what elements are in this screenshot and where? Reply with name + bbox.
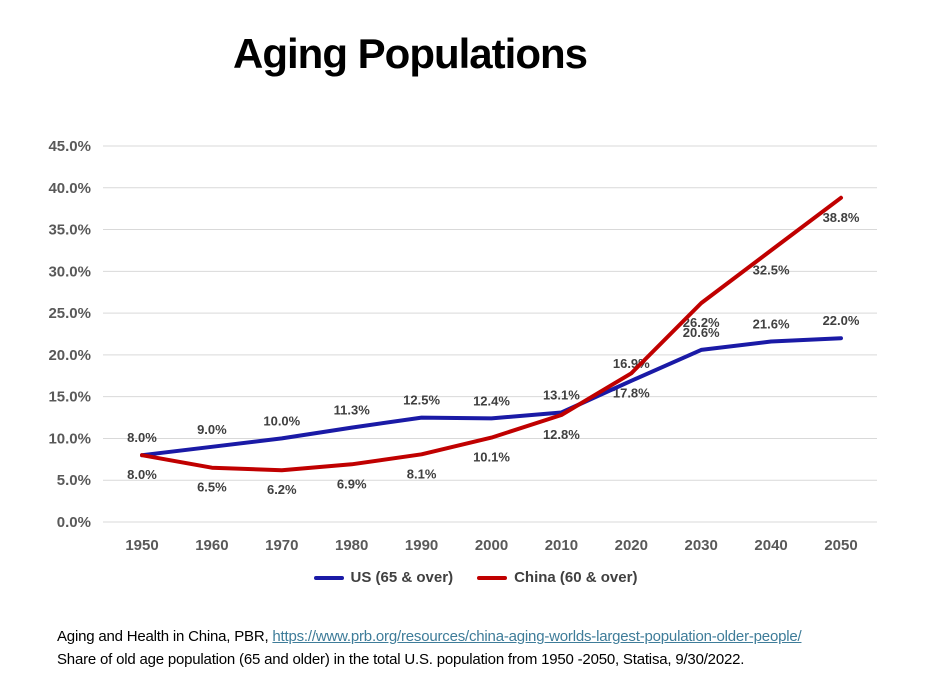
data-label: 10.0%: [263, 413, 300, 428]
series-line-us: [140, 336, 843, 458]
data-label: 20.6%: [683, 325, 720, 340]
x-tick-label: 1950: [125, 537, 158, 554]
x-tick-label: 2000: [475, 537, 508, 554]
y-tick-label: 40.0%: [48, 180, 91, 197]
data-label: 26.2%: [683, 315, 720, 330]
y-tick-label: 25.0%: [48, 305, 91, 322]
data-label: 6.5%: [197, 480, 227, 495]
y-tick-label: 30.0%: [48, 263, 91, 280]
data-label: 12.4%: [473, 393, 510, 408]
data-label: 8.0%: [127, 467, 157, 482]
x-tick-label: 1960: [195, 537, 228, 554]
data-label: 10.1%: [473, 450, 510, 465]
x-tick-label: 2030: [685, 537, 718, 554]
x-tick-label: 1980: [335, 537, 368, 554]
line-chart: 0.0% 5.0% 10.0% 15.0% 20.0% 25.0% 30.0% 35.0% 40…: [48, 138, 877, 554]
data-label: 12.5%: [403, 393, 440, 408]
source-line-1-text: Aging and Health in China, PBR,: [57, 628, 273, 645]
data-label: 8.0%: [127, 430, 157, 445]
data-label: 9.0%: [197, 422, 227, 437]
data-label: 32.5%: [753, 262, 790, 277]
data-label: 6.9%: [337, 476, 367, 491]
chart-title: Aging Populations: [233, 30, 588, 77]
y-tick-label: 5.0%: [57, 472, 91, 489]
x-tick-label: 2010: [545, 537, 578, 554]
china-line-swatch: [477, 575, 508, 580]
y-tick-label: 10.0%: [48, 430, 91, 447]
data-label: 16.9%: [613, 356, 650, 371]
x-tick-label: 2040: [754, 537, 787, 554]
us-line-swatch: [313, 575, 344, 580]
data-label: 22.0%: [823, 313, 860, 328]
legend-label-us: US (65 & over): [350, 569, 454, 586]
data-label: 21.6%: [753, 317, 790, 332]
x-tick-label: 2020: [615, 537, 648, 554]
legend-item-us: US (65 & over): [313, 569, 454, 586]
data-label: 12.8%: [543, 427, 580, 442]
data-label: 38.8%: [823, 210, 860, 225]
data-label: 6.2%: [267, 482, 297, 497]
data-label: 8.1%: [407, 466, 437, 481]
source-line-2: Share of old age population (65 and olde…: [57, 651, 745, 668]
series-line-china: [140, 195, 843, 473]
legend-item-china: China (60 & over): [477, 569, 637, 586]
source-note: Aging and Health in China, PBR, https://…: [57, 625, 917, 671]
x-tick-label: 1990: [405, 537, 438, 554]
y-tick-label: 20.0%: [48, 347, 91, 364]
x-tick-label: 2050: [824, 537, 857, 554]
source-line-1: Aging and Health in China, PBR, https://…: [57, 625, 917, 648]
y-tick-label: 0.0%: [57, 514, 91, 531]
data-label: 13.1%: [543, 388, 580, 403]
chart-legend: US (65 & over) China (60 & over): [0, 569, 951, 586]
y-tick-label: 45.0%: [48, 138, 91, 155]
x-tick-label: 1970: [265, 537, 298, 554]
y-tick-label: 15.0%: [48, 389, 91, 406]
data-label: 11.3%: [334, 403, 371, 418]
legend-label-china: China (60 & over): [514, 569, 638, 586]
data-label: 17.8%: [613, 385, 650, 400]
y-tick-label: 35.0%: [48, 222, 91, 239]
source-link[interactable]: https://www.prb.org/resources/china-agin…: [272, 628, 802, 645]
